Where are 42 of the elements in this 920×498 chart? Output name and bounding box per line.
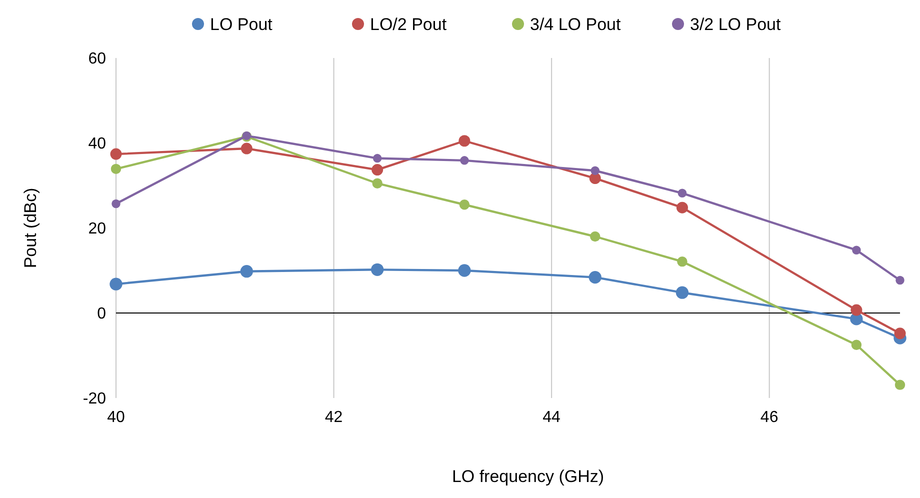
y-tick-label: 0: [97, 306, 106, 323]
point: [590, 166, 600, 175]
x-tick-label: 40: [107, 409, 125, 426]
x-axis-title: LO frequency (GHz): [452, 467, 604, 486]
legend-label: LO Pout: [210, 14, 273, 34]
point: [372, 164, 384, 176]
point: [676, 286, 689, 299]
point: [372, 154, 382, 163]
x-tick-label: 44: [542, 409, 561, 426]
point: [110, 148, 122, 160]
point: [894, 328, 906, 340]
point: [371, 263, 384, 276]
point: [894, 380, 906, 390]
legend-label: 3/4 LO Pout: [530, 14, 622, 34]
point: [112, 199, 120, 208]
point: [677, 256, 688, 267]
point: [850, 304, 862, 316]
y-tick-label: 60: [88, 50, 106, 68]
point: [678, 188, 687, 198]
point: [110, 164, 122, 174]
point: [372, 178, 382, 188]
point: [851, 340, 862, 350]
point: [110, 278, 122, 290]
point: [460, 156, 469, 165]
y-tick-label: -20: [82, 390, 106, 408]
x-tick-label: 46: [760, 409, 778, 426]
point: [458, 264, 471, 277]
point: [458, 135, 470, 147]
x-tick-label: 42: [324, 409, 343, 426]
point: [459, 200, 470, 210]
y-axis-title: Pout (dBc): [21, 188, 40, 268]
point: [852, 246, 861, 254]
legend-label: 3/2 LO Pout: [690, 14, 782, 34]
y-tick-label: 20: [88, 220, 106, 238]
y-tick-label: 40: [88, 136, 106, 153]
point: [240, 142, 252, 154]
point: [240, 265, 253, 278]
legend-label: LO/2 Pout: [370, 14, 447, 34]
point: [676, 202, 688, 214]
point: [590, 231, 600, 242]
point: [896, 276, 904, 285]
point: [588, 270, 602, 284]
